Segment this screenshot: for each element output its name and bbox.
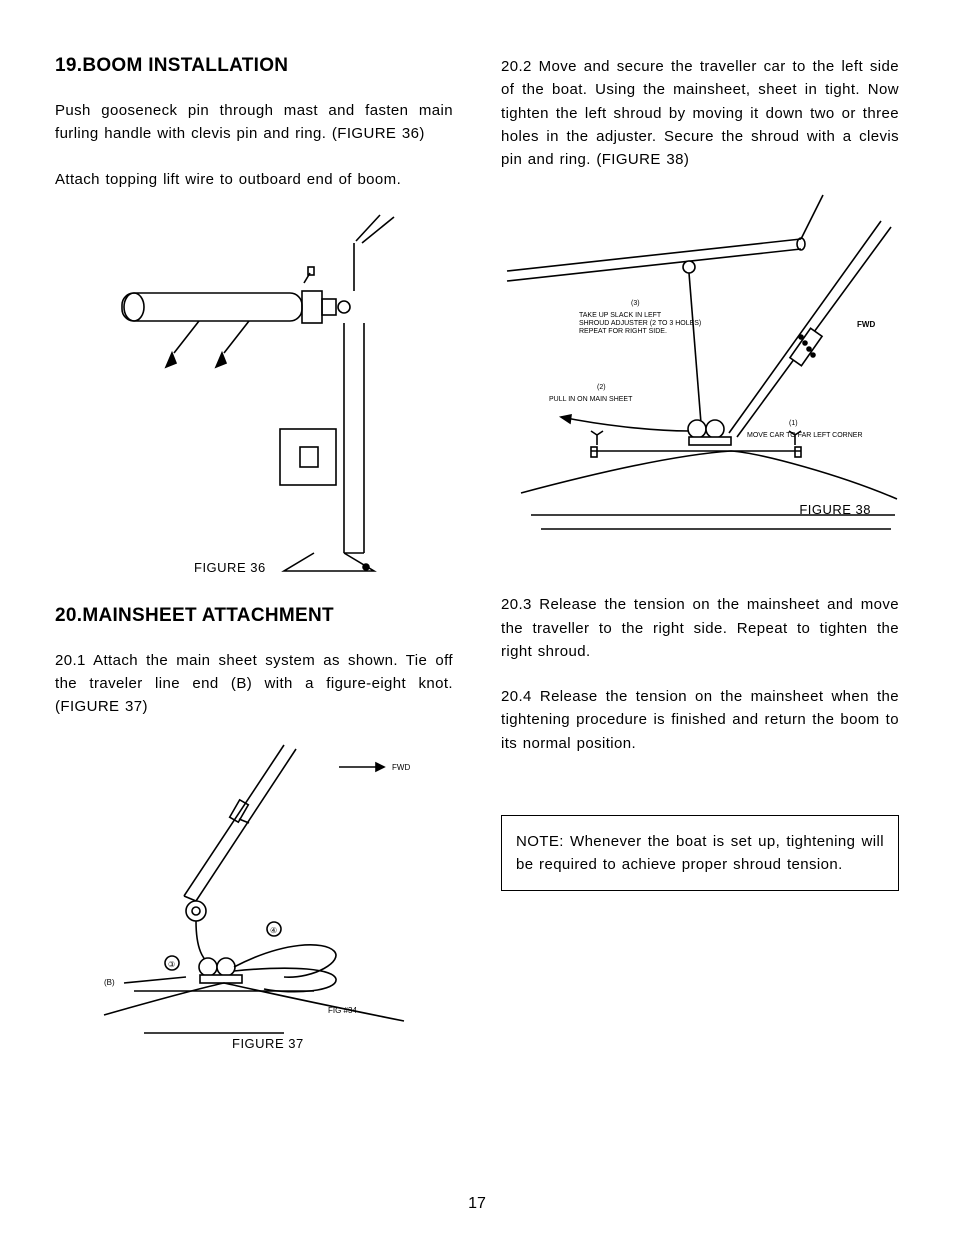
svg-text:(B): (B) (104, 978, 115, 987)
svg-text:TAKE UP SLACK IN LEFT: TAKE UP SLACK IN LEFT (579, 312, 662, 319)
figure-36-caption: FIGURE 36 (194, 560, 266, 575)
para-20-4: 20.4 Release the tension on the mainshee… (501, 685, 899, 755)
page-number: 17 (0, 1195, 954, 1213)
figure-36: FIGURE 36 (104, 213, 404, 583)
para-20-2: 20.2 Move and secure the traveller car t… (501, 55, 899, 171)
svg-text:(2): (2) (597, 384, 606, 391)
note-text: NOTE: Whenever the boat is set up, tight… (516, 830, 884, 877)
svg-text:FWD: FWD (392, 763, 410, 772)
left-column: 19.BOOM INSTALLATION Push gooseneck pin … (55, 55, 453, 1155)
figure-38-caption: FIGURE 38 (799, 502, 871, 517)
svg-text:(1): (1) (789, 420, 798, 427)
figure-37: FWD (84, 741, 424, 1051)
para-19b: Attach topping lift wire to outboard end… (55, 168, 453, 191)
svg-text:PULL IN ON MAIN SHEET: PULL IN ON MAIN SHEET (549, 396, 633, 403)
svg-text:REPEAT FOR RIGHT SIDE.: REPEAT FOR RIGHT SIDE. (579, 328, 667, 335)
svg-text:③: ③ (168, 960, 175, 969)
heading-19: 19.BOOM INSTALLATION (55, 55, 453, 77)
svg-text:MOVE CAR TO FAR LEFT CORNER: MOVE CAR TO FAR LEFT CORNER (747, 432, 863, 439)
svg-text:(3): (3) (631, 300, 640, 307)
figure-37-caption: FIGURE 37 (232, 1036, 304, 1051)
para-19a: Push gooseneck pin through mast and fast… (55, 99, 453, 146)
svg-text:SHROUD ADJUSTER (2 TO 3 HOLES): SHROUD ADJUSTER (2 TO 3 HOLES) (579, 320, 701, 327)
figure-38: FWD (3) TAKE UP SLACK IN LEFT SHROUD ADJ… (501, 193, 901, 553)
svg-text:FWD: FWD (857, 320, 875, 329)
right-column: 20.2 Move and secure the traveller car t… (501, 55, 899, 1155)
para-20-3: 20.3 Release the tension on the mainshee… (501, 593, 899, 663)
svg-text:FIG #34: FIG #34 (328, 1006, 357, 1015)
svg-text:④: ④ (270, 926, 277, 935)
para-20-1: 20.1 Attach the main sheet system as sho… (55, 649, 453, 719)
note-box: NOTE: Whenever the boat is set up, tight… (501, 815, 899, 892)
heading-20: 20.MAINSHEET ATTACHMENT (55, 605, 453, 627)
